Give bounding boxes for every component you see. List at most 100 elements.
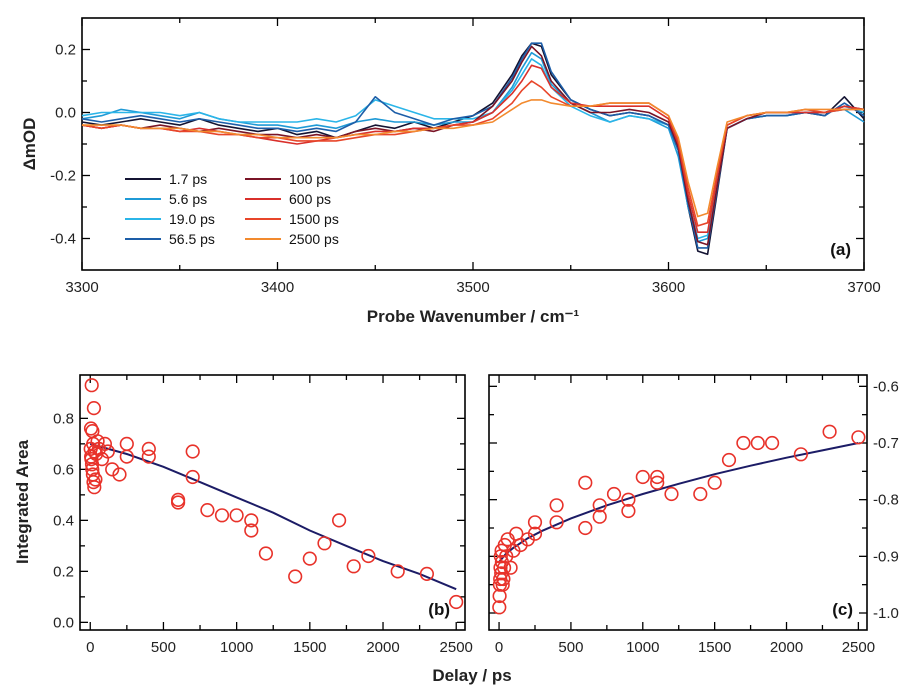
panel-c: 0 500 1000 1500 2000 2500 -1.0 -0.9 -0.8 -0.7 -0.6… [432, 374, 899, 685]
data-point [549, 498, 564, 513]
panel-a-xtick-label: 3500 [456, 279, 489, 296]
panel-c-fit [498, 442, 859, 563]
data-point [419, 566, 435, 582]
panel-c-ytick-label: -0.7 [873, 435, 899, 452]
data-point [85, 462, 100, 477]
panel-b-ticks: 0 500 1000 1500 2000 2500 0.0 0.2 0.4 0.6 0.8 [53, 375, 473, 656]
panel-b-ytick-label: 0.0 [53, 614, 74, 631]
data-point [592, 498, 607, 513]
data-point [578, 520, 593, 536]
panel-a-ytick-label: -0.4 [50, 231, 76, 248]
data-point [578, 475, 593, 490]
panel-b-xtick-label: 0 [86, 639, 94, 656]
data-point [200, 503, 215, 518]
panel-c-xtick-label: 500 [558, 639, 583, 656]
data-point [185, 469, 200, 485]
data-point [650, 469, 665, 485]
panel-b-xtick-label: 2000 [366, 639, 399, 656]
data-point [185, 444, 200, 459]
panel-c-xtick-label: 2000 [770, 639, 803, 656]
data-point [721, 452, 737, 468]
panel-a-ytick-label: 0.0 [55, 105, 76, 122]
data-point [750, 435, 765, 451]
data-point [288, 569, 303, 584]
data-point [119, 436, 134, 452]
panel-a: 3300 3400 3500 3600 3700 -0.4 -0.2 0.0 0.2 1.7 p… [20, 17, 881, 326]
legend-label: 1.7 ps [169, 171, 207, 187]
data-point [549, 515, 564, 530]
data-point [87, 480, 102, 495]
data-point [527, 526, 543, 541]
data-point [105, 462, 120, 477]
data-point [527, 515, 543, 530]
data-point [141, 449, 156, 464]
data-point [244, 523, 259, 538]
data-point [635, 469, 650, 485]
panel-a-xtick-label: 3600 [652, 279, 685, 296]
data-point [244, 513, 259, 528]
panel-b-ytick-label: 0.6 [53, 461, 74, 478]
data-point [346, 559, 361, 574]
data-point [449, 594, 464, 610]
data-point [664, 486, 679, 502]
data-point [496, 571, 511, 587]
legend-label: 1500 ps [289, 211, 339, 227]
data-point [764, 435, 780, 451]
data-point [851, 430, 866, 445]
panel-b-xtick-label: 1500 [293, 639, 326, 656]
data-point [497, 560, 512, 575]
data-point [492, 600, 507, 615]
panel-b-points [83, 378, 464, 610]
legend-label: 100 ps [289, 171, 331, 187]
panel-b-ytick-label: 0.2 [53, 563, 74, 580]
panel-b-xtick-label: 500 [151, 639, 176, 656]
data-point [171, 495, 186, 510]
panel-a-ytick-label: -0.2 [50, 168, 76, 185]
shared-xlabel: Delay / ps [432, 666, 511, 685]
data-point [88, 472, 103, 487]
data-point [606, 486, 622, 502]
data-point [214, 508, 230, 523]
panel-a-series [81, 42, 865, 256]
panel-a-ytick-label: 0.2 [55, 42, 76, 59]
data-point [119, 449, 134, 464]
panel-c-xtick-label: 2500 [842, 639, 875, 656]
data-point [621, 492, 636, 507]
data-point [822, 424, 837, 439]
panel-c-ytick-label: -0.9 [873, 548, 899, 565]
data-point [141, 441, 156, 457]
data-point [592, 509, 607, 524]
panel-b-fit [89, 442, 457, 591]
data-point [302, 551, 317, 566]
data-point [621, 503, 636, 519]
legend-label: 56.5 ps [169, 231, 215, 247]
panel-b-ylabel: Integrated Area [13, 439, 32, 564]
panel-b-xtick-label: 1000 [220, 639, 253, 656]
legend-label: 600 ps [289, 191, 331, 207]
panel-a-legend: 1.7 ps 5.6 ps 19.0 ps 56.5 ps 100 ps 600 ps 15… [125, 171, 339, 247]
data-point [650, 475, 665, 490]
panel-c-ytick-label: -0.6 [873, 378, 899, 395]
data-point [503, 560, 518, 575]
data-point [707, 475, 722, 490]
panel-c-label: (c) [832, 600, 853, 619]
data-point [90, 434, 105, 449]
data-point [793, 447, 809, 462]
panel-c-frame [488, 374, 868, 631]
series-line [81, 64, 865, 233]
legend-label: 2500 ps [289, 231, 339, 247]
panel-c-points [492, 424, 866, 615]
panel-a-xtick-label: 3400 [261, 279, 294, 296]
panel-b-frame [79, 374, 466, 631]
panel-a-xtick-label: 3700 [847, 279, 880, 296]
panel-a-xtick-label: 3300 [65, 279, 98, 296]
fit-curve [498, 442, 859, 563]
panel-c-xtick-label: 0 [495, 639, 503, 656]
legend-label: 19.0 ps [169, 211, 215, 227]
data-point [84, 378, 99, 393]
data-point [361, 548, 376, 564]
data-point [258, 546, 274, 561]
panel-a-ylabel: ΔmOD [20, 118, 39, 171]
